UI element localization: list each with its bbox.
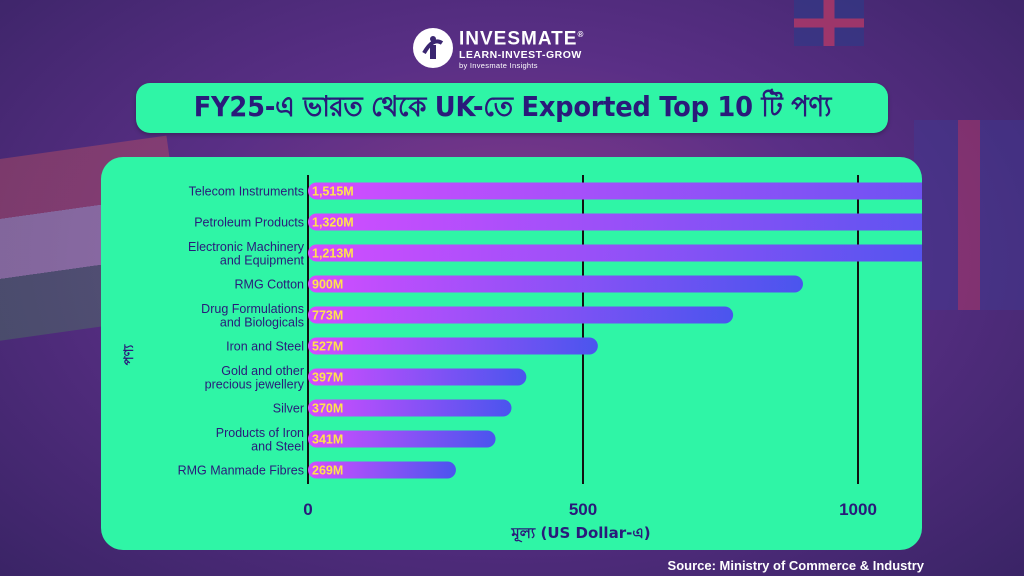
x-tick-label: 500 xyxy=(569,500,597,519)
title-banner: FY25-এ ভারত থেকে UK-তে Exported Top 10 ট… xyxy=(136,83,888,133)
brand-logo: INVESMATE® LEARN-INVEST-GROW by Invesmat… xyxy=(413,24,613,72)
bar-value-label: 1,515M xyxy=(312,185,354,199)
y-category-label: RMG Manmade Fibres xyxy=(178,464,304,478)
y-category-label: and Biologicals xyxy=(220,315,304,329)
background-uk-flag-right xyxy=(914,120,1024,310)
bar xyxy=(308,461,456,479)
y-category-label: and Equipment xyxy=(220,253,305,267)
y-category-label: Drug Formulations xyxy=(201,302,304,316)
bar-chart: 1,515M 1,320M 1,213M 900M 773M 527M 397M 370M 34… xyxy=(122,175,922,544)
y-category-label: Petroleum Products xyxy=(194,216,304,230)
page-title: FY25-এ ভারত থেকে UK-তে Exported Top 10 ট… xyxy=(193,89,831,123)
bar xyxy=(308,213,922,231)
bar-value-label: 1,213M xyxy=(312,247,354,261)
y-category-label: Products of Iron xyxy=(216,426,304,440)
bar-value-label: 397M xyxy=(312,371,343,385)
y-category-label: Telecom Instruments xyxy=(189,185,304,199)
y-category-label: and Steel xyxy=(251,439,304,453)
x-tick-label: 1000 xyxy=(839,500,877,519)
y-category-label: Electronic Machinery xyxy=(188,240,305,254)
brand-tagline: LEARN-INVEST-GROW xyxy=(459,49,582,62)
registered-mark: ® xyxy=(577,29,585,39)
y-category-label: Iron and Steel xyxy=(226,340,304,354)
bar xyxy=(308,399,512,417)
bar xyxy=(308,430,496,448)
bar xyxy=(308,275,803,293)
bar xyxy=(308,368,527,386)
chart-card: 1,515M 1,320M 1,213M 900M 773M 527M 397M 370M 34… xyxy=(101,157,922,550)
brand-name: INVESMATE xyxy=(459,28,578,50)
x-tick-label: 0 xyxy=(303,500,312,519)
bar xyxy=(308,337,598,355)
background-uk-flag xyxy=(794,0,864,46)
source-note: Source: Ministry of Commerce & Industry xyxy=(667,558,924,573)
y-category-label: Gold and other xyxy=(221,364,304,378)
bar-value-label: 269M xyxy=(312,464,343,478)
bar-value-label: 1,320M xyxy=(312,216,354,230)
bar-value-label: 527M xyxy=(312,340,343,354)
y-category-label: precious jewellery xyxy=(205,377,305,391)
bar xyxy=(308,306,734,324)
bar-value-label: 773M xyxy=(312,309,343,323)
bar-value-label: 900M xyxy=(312,278,343,292)
bar xyxy=(308,182,922,200)
y-category-label: RMG Cotton xyxy=(235,278,305,292)
brand-byline: by Invesmate Insights xyxy=(459,61,538,71)
invesmate-logo-icon xyxy=(413,28,453,68)
x-axis-label: মূল্য (US Dollar-এ) xyxy=(510,524,650,544)
bar-value-label: 370M xyxy=(312,402,343,416)
bar-value-label: 341M xyxy=(312,433,343,447)
y-axis-label: পণ্য xyxy=(122,344,137,366)
y-category-label: Silver xyxy=(273,402,304,416)
bar xyxy=(308,244,922,262)
